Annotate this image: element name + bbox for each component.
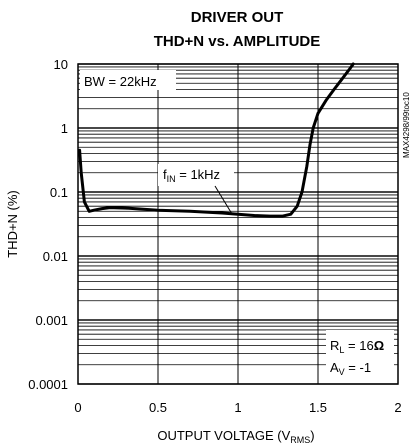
y-tick-label: 0.01 [43, 249, 68, 264]
fin-pointer [214, 185, 233, 215]
x-axis-label-main: OUTPUT VOLTAGE (V [157, 428, 290, 443]
av-label-main: A [330, 360, 339, 375]
x-axis-label-sub: RMS [290, 435, 310, 445]
x-tick-label: 1.5 [309, 400, 327, 415]
y-tick-label: 0.1 [50, 185, 68, 200]
tick-labels: 0.0001 0.001 0.01 0.1 1 10 0 0.5 1 1.5 2 [28, 57, 401, 415]
chart-title-line2: THD+N vs. AMPLITUDE [154, 33, 321, 50]
x-tick-label: 1 [234, 400, 241, 415]
x-tick-label: 0.5 [149, 400, 167, 415]
fin-label-box [158, 164, 234, 186]
fin-label: fIN = 1kHz [163, 167, 220, 184]
x-axis-label-end: ) [310, 428, 314, 443]
plot-border [77, 63, 399, 385]
fin-label-sub: IN [167, 174, 176, 184]
rl-label-rest: = 16 [344, 338, 373, 353]
rl-label: RL = 16Ω [330, 338, 384, 355]
x-tick-label: 2 [394, 400, 401, 415]
y-tick-label: 10 [54, 57, 68, 72]
series-line-thd [78, 62, 355, 218]
av-label-sub: V [339, 367, 345, 377]
bw-label: BW = 22kHz [84, 74, 157, 89]
y-axis-label: THD+N (%) [5, 190, 20, 258]
rl-label-sub: L [339, 345, 344, 355]
y-tick-label: 0.001 [35, 313, 68, 328]
fin-label-rest: = 1kHz [176, 167, 220, 182]
plot-frame [77, 63, 399, 385]
av-label: AV = -1 [330, 360, 371, 377]
rl-label-unit: Ω [374, 338, 384, 353]
av-label-rest: = -1 [345, 360, 371, 375]
x-tick-label: 0 [74, 400, 81, 415]
rl-label-main: R [330, 338, 339, 353]
rl-av-box [326, 330, 394, 382]
x-axis-label: OUTPUT VOLTAGE (VRMS) [157, 428, 314, 445]
bw-label-box [80, 70, 176, 90]
chart-watermark: MAX4298/99toc10 [402, 92, 411, 158]
chart-title-line1: DRIVER OUT [191, 9, 284, 26]
fin-label-main: f [163, 167, 167, 182]
y-tick-label: 1 [61, 121, 68, 136]
y-tick-label: 0.0001 [28, 377, 68, 392]
